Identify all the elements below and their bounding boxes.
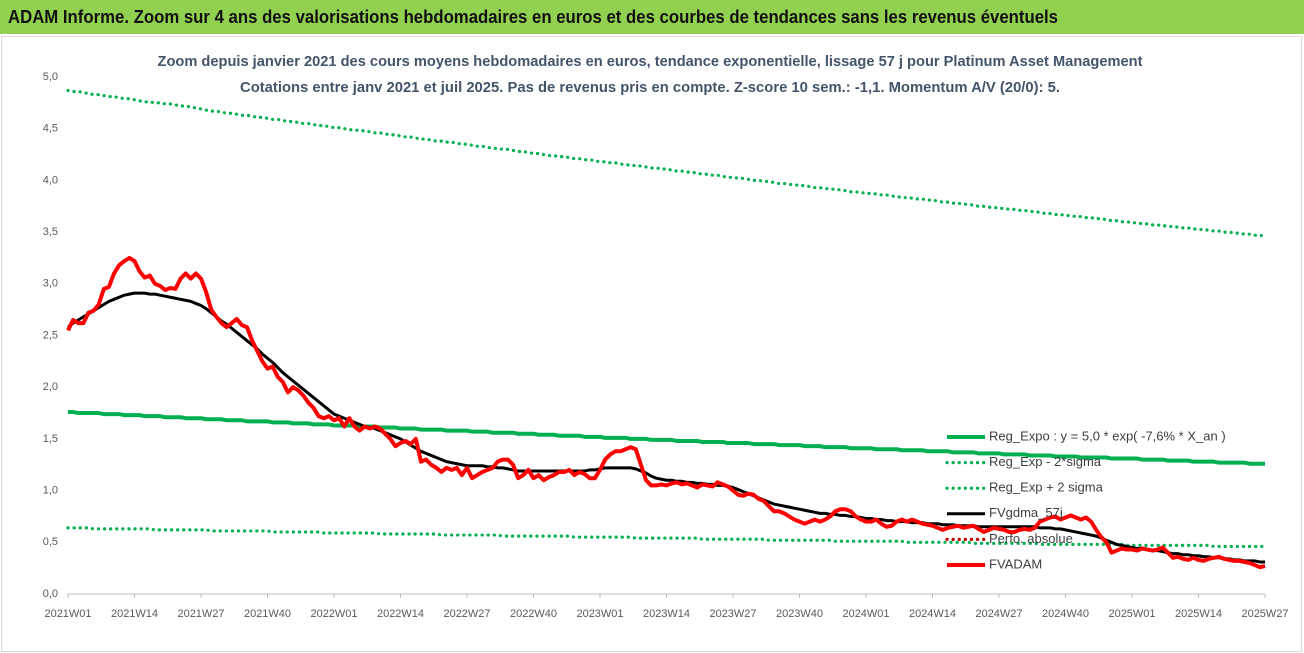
- y-tick-label: 1,5: [43, 433, 58, 445]
- x-tick-label: 2022W27: [443, 608, 490, 620]
- series-line: [67, 291, 1265, 564]
- legend-label: Reg_Exp - 2*sigma: [989, 454, 1102, 469]
- y-tick-label: 2,0: [43, 381, 58, 393]
- x-tick-label: 2024W40: [1042, 608, 1089, 620]
- y-tick-label: 4,5: [43, 123, 58, 135]
- y-tick-label: 5,0: [43, 71, 58, 83]
- x-tick-label: 2021W40: [244, 608, 291, 620]
- chart-subtitle: Cotations entre janv 2021 et juil 2025. …: [240, 79, 1060, 96]
- legend-label: Reg_Expo : y = 5,0 * exp( -7,6% * X_an ): [989, 428, 1226, 443]
- y-tick-label: 1,0: [43, 485, 58, 497]
- series-line: [66, 88, 1267, 238]
- x-tick-label: 2023W40: [776, 608, 823, 620]
- y-tick-label: 2,5: [43, 329, 58, 341]
- x-tick-label: 2024W27: [975, 608, 1022, 620]
- y-tick-label: 4,0: [43, 174, 58, 186]
- legend-label: Reg_Exp + 2 sigma: [989, 480, 1104, 495]
- x-tick-label: 2024W14: [909, 608, 956, 620]
- x-tick-label: 2021W14: [111, 608, 158, 620]
- y-tick-label: 3,5: [43, 226, 58, 238]
- x-tick-label: 2021W27: [177, 608, 224, 620]
- x-tick-label: 2023W27: [709, 608, 756, 620]
- x-tick-label: 2023W14: [643, 608, 690, 620]
- x-tick-label: 2022W01: [310, 608, 357, 620]
- series-line: [66, 255, 1266, 570]
- x-tick-label: 2025W14: [1175, 608, 1222, 620]
- y-tick-label: 3,0: [43, 278, 58, 290]
- x-tick-label: 2022W40: [510, 608, 557, 620]
- series-line: [68, 410, 1265, 466]
- chart-title: Zoom depuis janvier 2021 des cours moyen…: [158, 53, 1143, 70]
- header-bar: [0, 0, 1304, 34]
- legend-label: FVgdma_57j: [989, 505, 1063, 520]
- series-line: [66, 526, 1267, 549]
- y-tick-label: 0,5: [43, 536, 58, 548]
- x-tick-label: 2025W27: [1241, 608, 1288, 620]
- x-tick-label: 2024W01: [842, 608, 889, 620]
- header-title: ADAM Informe. Zoom sur 4 ans des valoris…: [8, 7, 1058, 27]
- y-tick-label: 0,0: [43, 588, 58, 600]
- x-tick-label: 2023W01: [576, 608, 623, 620]
- chart-area: [1, 36, 1302, 652]
- x-tick-label: 2025W01: [1108, 608, 1155, 620]
- x-tick-label: 2022W14: [377, 608, 424, 620]
- legend-label: Perfo. absolue: [989, 531, 1073, 546]
- x-tick-label: 2021W01: [44, 608, 91, 620]
- legend-label: FVADAM: [989, 556, 1042, 571]
